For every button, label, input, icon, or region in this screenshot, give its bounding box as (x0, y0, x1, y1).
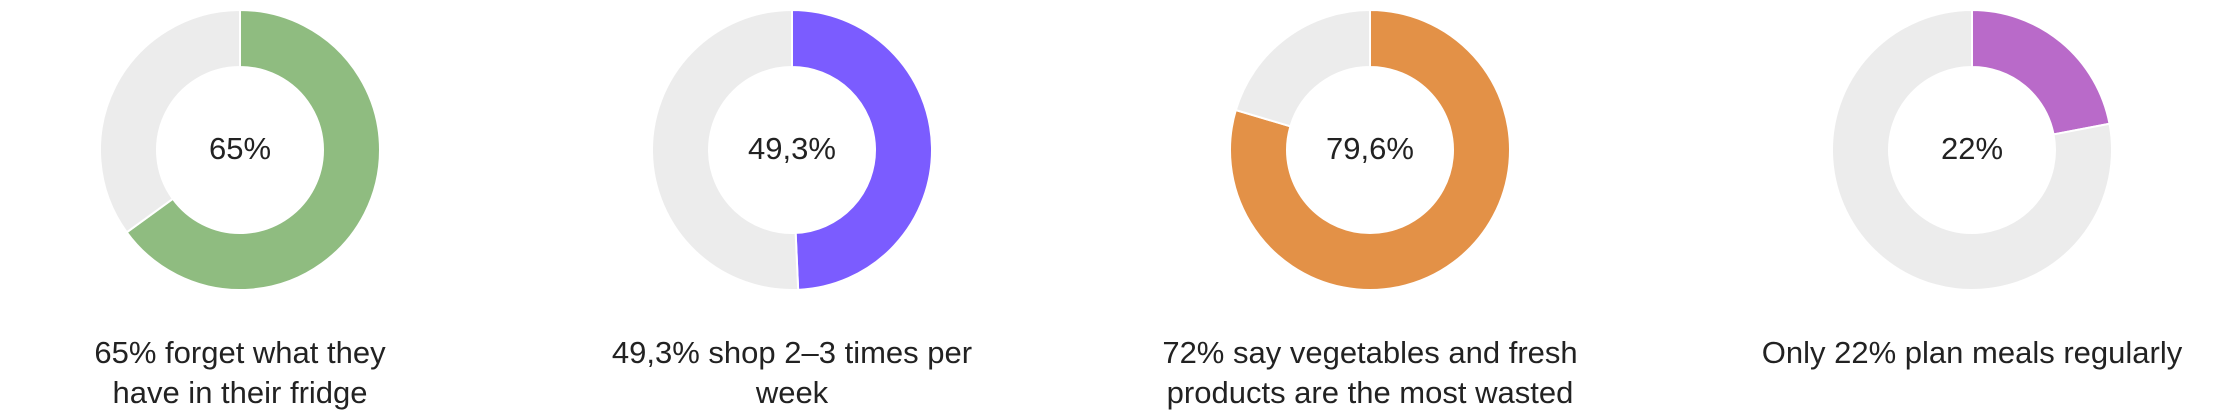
center-label: 65% (209, 131, 271, 166)
donut-segment (791, 8, 933, 291)
donut-segment (125, 8, 381, 291)
donut-segment (1831, 8, 2113, 291)
caption-line: 72% say vegetables and fresh (1162, 335, 1577, 370)
caption-line: have in their fridge (112, 375, 367, 410)
center-label: 79,6% (1326, 131, 1414, 166)
caption-line: 65% forget what they (94, 335, 386, 370)
center-label: 22% (1941, 131, 2003, 166)
donut-segment (1229, 8, 1511, 291)
caption-line: 49,3% shop 2–3 times per (612, 335, 972, 370)
caption-line: Only 22% plan meals regularly (1762, 335, 2183, 370)
donut-segment (1971, 8, 2111, 136)
caption-line: week (755, 375, 829, 410)
caption-line: products are the most wasted (1167, 375, 1574, 410)
donut-segment (651, 8, 800, 291)
donut-segment (99, 8, 241, 234)
center-label: 49,3% (748, 131, 836, 166)
donut-segment (1234, 8, 1371, 128)
